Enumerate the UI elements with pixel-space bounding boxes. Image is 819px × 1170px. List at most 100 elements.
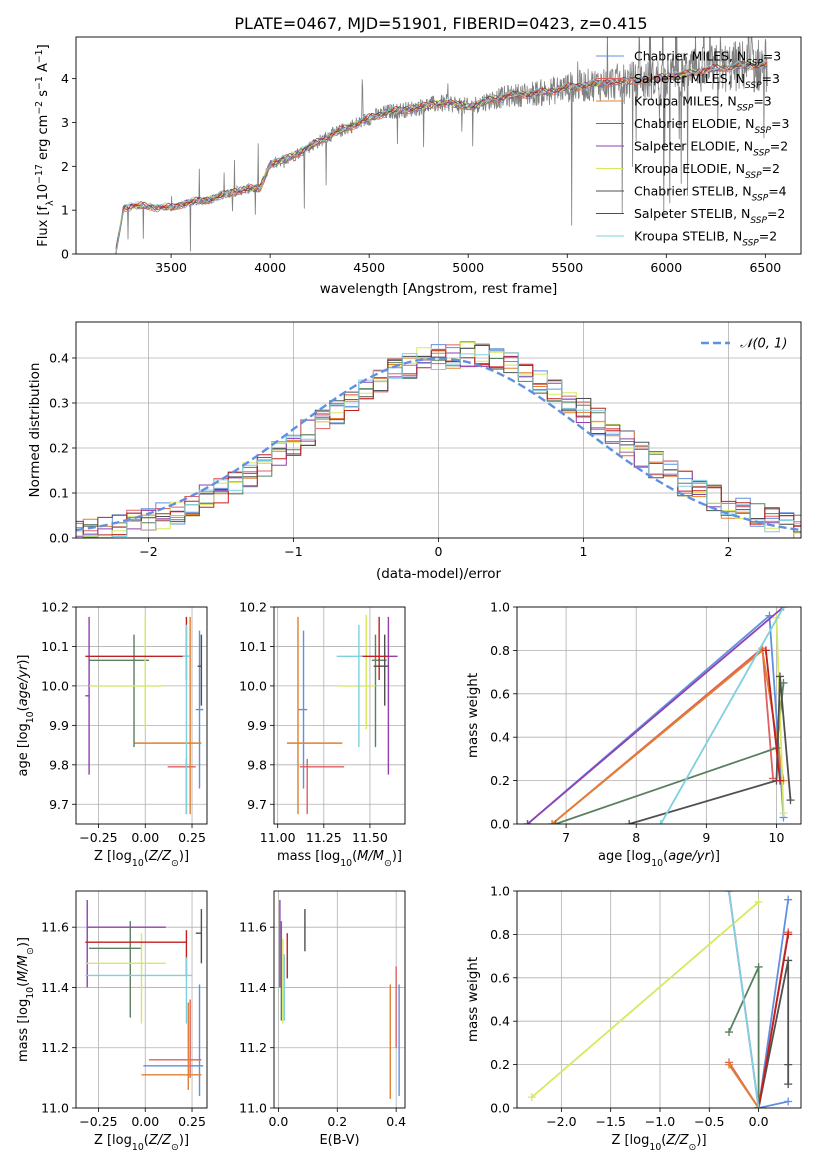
x-tick-label: 0.2 [327, 1114, 347, 1129]
errorbar-kroupa-elodie [89, 614, 164, 730]
x-tick-label: −0.25 [79, 1114, 117, 1129]
y-tick-label: 10.1 [239, 639, 267, 654]
series-line [660, 607, 785, 824]
y-tick-label: 3 [61, 115, 69, 130]
y-tick-label: 1.0 [490, 884, 510, 899]
axes: 11.00 11.25 11.50 9.7 9.8 9.9 10.0 10.1 10.2 mass… [239, 600, 406, 869]
model-line-kroupa-stelib [115, 60, 768, 253]
y-tick-label: 10.1 [41, 639, 69, 654]
data-layer [527, 891, 793, 1108]
x-tick-label: −0.5 [694, 1114, 724, 1129]
y-tick-label: 0 [61, 247, 69, 262]
y-tick-label: 0.4 [49, 351, 69, 366]
y-tick-label: 11.0 [41, 1101, 69, 1116]
series-marker [784, 895, 793, 904]
y-tick-label: 2 [61, 159, 69, 174]
data-layer [279, 900, 400, 1099]
x-tick-label: 0.0 [749, 1114, 769, 1129]
legend-entry: Salpeter MILES, NSSP=3 [634, 71, 780, 91]
axes-frame [516, 890, 802, 1109]
axes: 7 8 9 10 0.0 0.2 0.4 0.6 0.8 1.0 age [log10(age/yr… [465, 600, 802, 869]
axes-frame [516, 606, 802, 825]
y-tick-label: 1 [61, 203, 69, 218]
series-marker [527, 1093, 536, 1102]
series-marker [784, 1060, 793, 1069]
figure-title: PLATE=0467, MJD=51901, FIBERID=0423, z=0… [234, 14, 647, 33]
plot-mass_vs_ebv: 0.0 0.2 0.4 11.0 11.2 11.4 11.6 E(B-V) [239, 890, 406, 1148]
x-tick-label: 3500 [155, 260, 187, 275]
series-marker [551, 820, 560, 824]
errorbar-chabrier-miles [195, 630, 204, 789]
series-marker [725, 1060, 734, 1069]
plot-age_vs_mass: 11.00 11.25 11.50 9.7 9.8 9.9 10.0 10.1 10.2 mass… [239, 600, 406, 869]
errorbar-kroupa-stelib [182, 624, 191, 815]
x-tick-label: 9 [702, 830, 710, 845]
errorbar-chabrier-miles [297, 630, 308, 789]
series-line [765, 650, 781, 781]
errorbar-kroupa-stelib [85, 957, 193, 1024]
plot-weight_vs_Z: −2.0 −1.5 −1.0 −0.5 0.0 0.0 0.2 0.4 0.6 0.8 1.0 Z [… [465, 884, 802, 1153]
series-marker [784, 956, 793, 965]
axes: 3500 4000 4500 5000 5500 6000 6500 0 1 2 3 4 wavelen… [34, 36, 802, 297]
x-axis-label: E(B-V) [319, 1133, 359, 1148]
plots-root: 3500 4000 4500 5000 5500 6000 6500 0 1 2 3 4 wavelen… [16, 36, 802, 1153]
y-axis-label: mass weight [465, 673, 481, 758]
series-marker [784, 1080, 793, 1089]
series-line [757, 934, 790, 1108]
errorbar-salpeter-miles [148, 999, 202, 1078]
series-marker [523, 820, 532, 824]
plot-residuals: −2 −1 0 1 2 0.0 0.1 0.2 0.3 0.4 (data-model)/error… [27, 321, 802, 582]
x-tick-label: 5500 [551, 260, 583, 275]
y-tick-label: 11.0 [239, 1101, 267, 1116]
x-tick-label: 11.50 [352, 830, 388, 845]
series-kroupa-stelib [656, 607, 788, 824]
series-marker [779, 809, 788, 818]
series-marker [761, 646, 770, 655]
series-marker [786, 796, 795, 805]
y-tick-label: 11.4 [239, 980, 267, 995]
legend-entry: Kroupa ELODIE, NSSP=2 [634, 161, 780, 181]
x-tick-label: 0.00 [131, 830, 159, 845]
x-tick-label: 8 [632, 830, 640, 845]
y-axis-label: mass weight [465, 957, 481, 1042]
x-tick-label: −1.0 [645, 1114, 675, 1129]
axes: −0.25 0.00 0.25 9.7 9.8 9.9 10.0 10.1 10.2 Z [log… [16, 600, 208, 869]
x-tick-label: 4500 [353, 260, 385, 275]
series-line [757, 960, 790, 1108]
errorbar-kroupa-miles [134, 616, 202, 815]
series-marker [775, 776, 784, 785]
series-line [628, 676, 792, 824]
x-axis-label: wavelength [Angstrom, rest frame] [320, 281, 558, 297]
y-tick-label: 0.2 [490, 773, 510, 788]
series-chabrier-elodie [725, 962, 763, 1108]
x-tick-label: 0.25 [178, 830, 206, 845]
axes-frame [273, 890, 406, 1109]
series-marker [784, 930, 793, 939]
data-layer [85, 900, 204, 1096]
x-axis-label: Z [log10(Z/Z⊙)] [94, 849, 189, 869]
y-axis-label: mass [log10(M/M⊙)] [16, 937, 36, 1062]
x-axis-label: (data-model)/error [376, 566, 502, 582]
y-axis-label: Normed distribution [27, 363, 43, 498]
x-tick-label: −0.25 [79, 830, 117, 845]
y-tick-label: 0.8 [490, 643, 510, 658]
series-marker [656, 820, 665, 824]
gaussian-curve [76, 357, 801, 532]
y-axis-label: Flux [fλ10−17 erg cm−2 s−1 A−1] [34, 44, 56, 246]
y-tick-label: 0.4 [490, 730, 510, 745]
x-tick-label: 6500 [749, 260, 781, 275]
errorbar-chabrier-stelib [373, 634, 389, 706]
axes-frame [75, 321, 802, 539]
legend-entry: Chabrier STELIB, NSSP=4 [634, 184, 787, 204]
histogram-chabrier-miles [76, 344, 801, 538]
axes: −2 −1 0 1 2 0.0 0.1 0.2 0.3 0.4 (data-model)/error… [27, 321, 802, 582]
errorbar-kroupa-miles [141, 1002, 202, 1090]
y-tick-label: 0.2 [49, 441, 69, 456]
data-layer [85, 614, 204, 815]
legend: 𝒩(0, 1) [701, 337, 787, 352]
y-tick-label: 0.2 [490, 1057, 510, 1072]
axes-frame [75, 606, 208, 825]
y-axis-label: age [log10(age/yr)] [16, 654, 36, 776]
